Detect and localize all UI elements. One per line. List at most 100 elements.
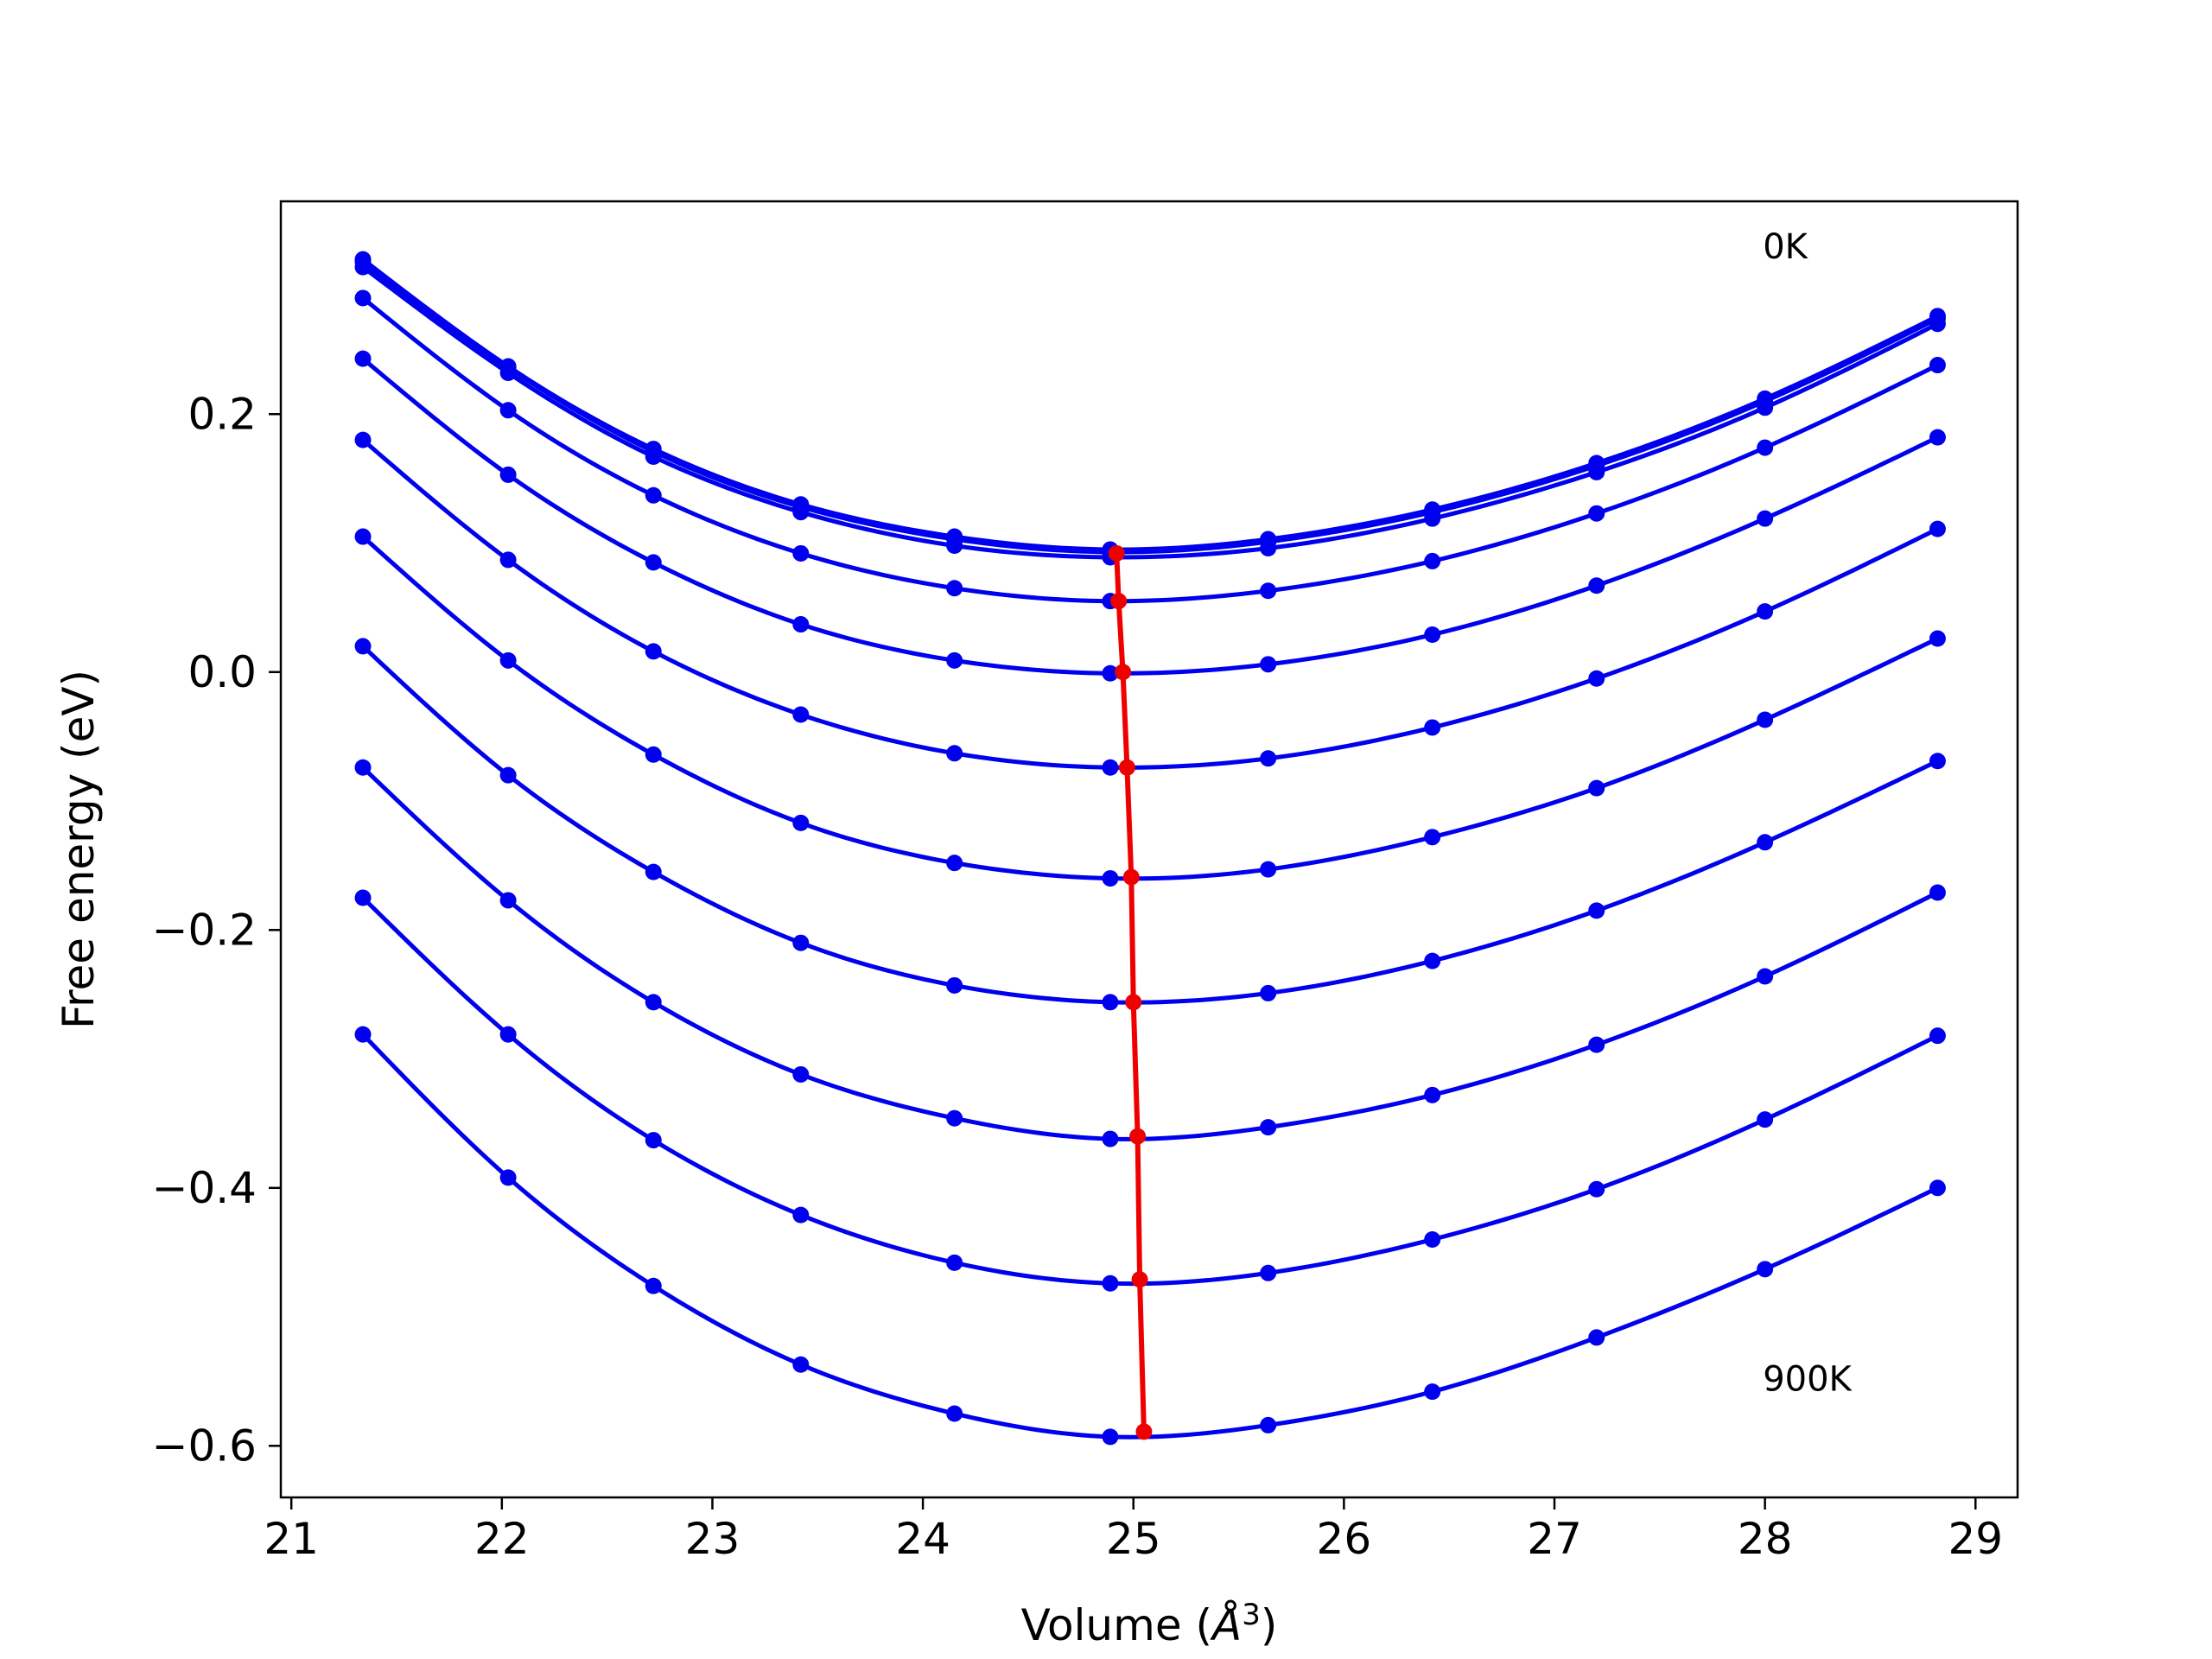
series-point-6-3	[792, 814, 810, 831]
series-point-9-7	[1424, 1230, 1441, 1248]
minima-point-1	[1110, 593, 1128, 610]
series-point-5-7	[1424, 719, 1441, 736]
series-point-5-2	[645, 643, 662, 660]
series-point-2-1	[499, 365, 517, 382]
series-point-7-9	[1757, 834, 1774, 851]
series-point-6-8	[1588, 779, 1605, 797]
x-tick-label-4: 25	[1106, 1514, 1161, 1564]
series-point-2-3	[792, 504, 810, 521]
series-point-7-2	[645, 863, 662, 880]
minima-point-6	[1129, 1128, 1147, 1145]
minima-point-8	[1135, 1423, 1153, 1440]
x-axis-label-prefix: Volume (	[1021, 1600, 1212, 1650]
series-point-7-3	[792, 934, 810, 951]
series-point-9-8	[1588, 1180, 1605, 1198]
series-point-7-6	[1260, 984, 1277, 1001]
series-point-6-10	[1929, 630, 1946, 647]
x-tick-label-7: 28	[1738, 1514, 1793, 1564]
data-layer	[354, 251, 1946, 1446]
series-point-4-9	[1757, 510, 1774, 527]
series-point-4-2	[645, 554, 662, 571]
series-point-3-8	[1588, 505, 1605, 522]
series-point-4-8	[1588, 577, 1605, 594]
series-point-5-6	[1260, 750, 1277, 767]
x-tick-label-8: 29	[1948, 1514, 2003, 1564]
series-point-10-4	[946, 1405, 963, 1422]
series-line-5	[361, 438, 1939, 770]
series-point-6-5	[1102, 870, 1119, 887]
minima-point-4	[1122, 868, 1140, 886]
series-point-3-2	[645, 486, 662, 504]
series-point-4-1	[499, 466, 517, 483]
series-point-9-4	[946, 1254, 963, 1271]
series-point-9-6	[1260, 1264, 1277, 1281]
series-point-7-0	[354, 638, 372, 655]
minima-point-3	[1118, 759, 1135, 776]
series-point-5-1	[499, 551, 517, 569]
series-line-3	[361, 296, 1939, 604]
annotation-0: 0K	[1763, 227, 1808, 267]
series-point-3-6	[1260, 582, 1277, 600]
series-point-4-6	[1260, 656, 1277, 673]
x-axis-label-suffix: )	[1261, 1600, 1278, 1650]
series-point-10-5	[1102, 1428, 1119, 1446]
x-tick-label-3: 24	[895, 1514, 950, 1564]
series-point-6-4	[946, 855, 963, 872]
series-point-5-3	[792, 706, 810, 723]
series-point-10-3	[792, 1356, 810, 1373]
series-point-7-4	[946, 976, 963, 994]
series-point-4-3	[792, 616, 810, 633]
series-point-8-4	[946, 1109, 963, 1127]
series-line-9	[361, 896, 1939, 1287]
x-axis-label-exponent: 3	[1242, 1598, 1261, 1632]
x-tick-label-1: 22	[474, 1514, 530, 1564]
series-point-7-8	[1588, 902, 1605, 919]
series-point-9-9	[1757, 1111, 1774, 1128]
series-point-10-8	[1588, 1329, 1605, 1346]
series-point-8-5	[1102, 1130, 1119, 1147]
series-point-8-8	[1588, 1036, 1605, 1053]
series-line-6	[361, 535, 1939, 881]
series-point-10-1	[499, 1169, 517, 1186]
plot-frame	[279, 200, 2019, 1499]
y-tick-label-0: 0.2	[188, 389, 257, 439]
series-point-9-0	[354, 889, 372, 906]
series-point-10-6	[1260, 1416, 1277, 1433]
y-axis-label: Free energy (eV)	[54, 670, 104, 1029]
x-tick-label-5: 26	[1317, 1514, 1372, 1564]
series-point-3-3	[792, 544, 810, 562]
series-point-10-2	[645, 1277, 662, 1294]
series-point-7-5	[1102, 994, 1119, 1011]
series-line-8	[361, 766, 1939, 1141]
series-point-10-9	[1757, 1261, 1774, 1278]
series-point-8-0	[354, 759, 372, 776]
series-point-5-10	[1929, 520, 1946, 537]
series-point-3-7	[1424, 552, 1441, 569]
minima-point-2	[1115, 664, 1132, 681]
y-tick-label-3: −0.4	[152, 1163, 257, 1213]
series-point-9-5	[1102, 1274, 1119, 1292]
series-point-7-7	[1424, 952, 1441, 969]
series-point-5-8	[1588, 670, 1605, 687]
series-point-10-7	[1424, 1383, 1441, 1401]
series-point-5-0	[354, 431, 372, 448]
series-line-7	[361, 645, 1939, 1005]
minima-point-0	[1108, 544, 1125, 562]
series-point-9-2	[645, 1132, 662, 1149]
series-point-10-0	[354, 1026, 372, 1043]
series-point-9-1	[499, 1026, 517, 1043]
x-tick-label-2: 23	[685, 1514, 741, 1564]
series-point-8-10	[1929, 884, 1946, 901]
series-point-9-3	[792, 1206, 810, 1224]
series-point-8-1	[499, 892, 517, 909]
x-tick-label-6: 27	[1527, 1514, 1582, 1564]
series-point-8-3	[792, 1065, 810, 1083]
series-point-2-10	[1929, 315, 1946, 333]
series-point-7-10	[1929, 753, 1946, 770]
series-point-2-7	[1424, 510, 1441, 527]
series-point-4-7	[1424, 626, 1441, 643]
series-point-2-2	[645, 448, 662, 466]
series-point-4-5	[1102, 664, 1119, 682]
x-tick-label-0: 21	[264, 1514, 319, 1564]
